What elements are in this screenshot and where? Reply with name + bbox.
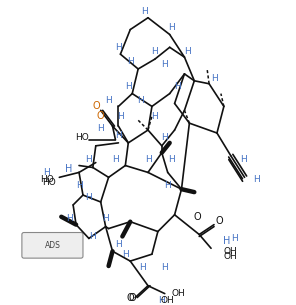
Text: H: H (76, 181, 82, 190)
Text: OH: OH (161, 296, 175, 305)
Text: H: H (122, 250, 129, 259)
Text: H: H (66, 214, 73, 223)
Text: H: H (105, 96, 112, 105)
Text: H: H (89, 232, 96, 241)
Text: H: H (97, 124, 104, 133)
Text: H: H (152, 112, 158, 121)
Text: H: H (127, 57, 133, 66)
Text: H: H (65, 164, 73, 174)
Text: H: H (86, 155, 92, 164)
Text: H: H (231, 234, 238, 243)
Text: OH: OH (224, 252, 238, 261)
Text: H: H (137, 96, 144, 105)
Text: H: H (43, 168, 50, 177)
Text: H: H (117, 112, 124, 121)
Text: H: H (240, 155, 247, 164)
Text: O: O (126, 292, 134, 303)
Text: H: H (115, 240, 122, 249)
Text: O: O (97, 111, 104, 121)
Text: H: H (184, 47, 191, 56)
Text: H: H (139, 264, 145, 272)
Text: H: H (86, 192, 92, 202)
Text: HO: HO (75, 133, 89, 142)
Text: H: H (174, 82, 181, 91)
Text: H: H (223, 236, 231, 246)
Text: H: H (211, 74, 217, 83)
Text: H: H (161, 59, 168, 69)
Text: H: H (161, 133, 168, 142)
Text: ADS: ADS (44, 241, 60, 250)
Text: H: H (152, 47, 158, 56)
Text: H: H (125, 82, 132, 91)
Text: H: H (168, 155, 175, 164)
Text: H: H (168, 23, 175, 32)
Text: H: H (158, 296, 165, 305)
Text: OH: OH (224, 247, 238, 256)
Text: H: H (141, 7, 147, 16)
Text: H: H (115, 131, 122, 141)
FancyBboxPatch shape (22, 232, 83, 258)
Text: HO: HO (43, 178, 56, 187)
Text: HO: HO (40, 175, 53, 184)
Text: H: H (112, 155, 119, 164)
Text: H: H (161, 264, 168, 272)
Text: H: H (145, 155, 151, 164)
Text: H: H (115, 43, 122, 52)
Text: O: O (194, 212, 201, 222)
Text: H: H (102, 214, 109, 223)
Text: H: H (164, 181, 171, 190)
Text: O: O (93, 101, 101, 111)
Text: OH: OH (172, 289, 185, 298)
Text: O: O (128, 292, 136, 303)
Text: O: O (215, 216, 223, 226)
Text: H: H (253, 175, 260, 184)
